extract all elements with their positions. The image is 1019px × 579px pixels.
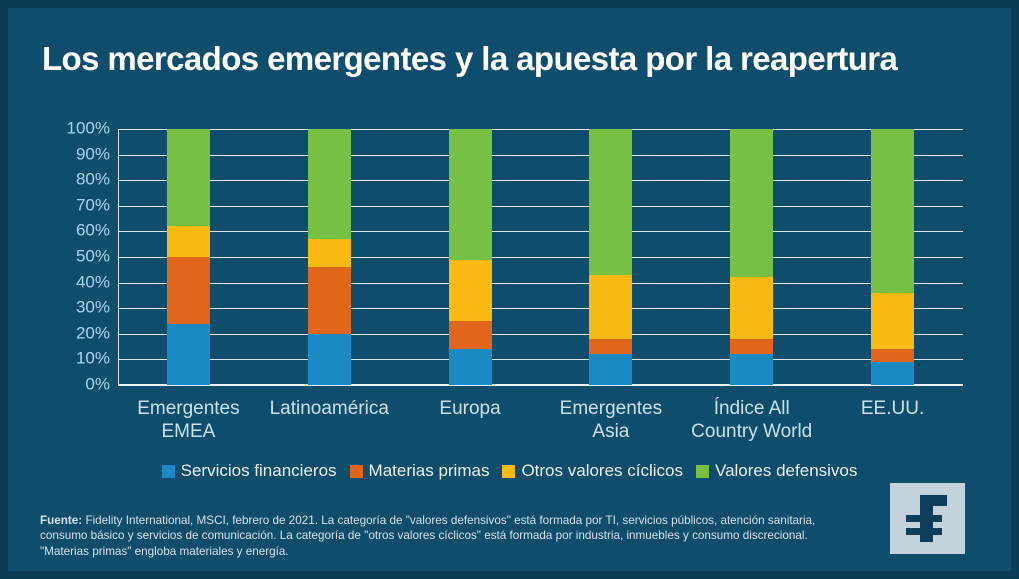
y-axis-tick-label: 10% (75, 348, 110, 368)
stacked-bar (166, 129, 210, 385)
footnote-source-label: Fuente: (40, 513, 83, 527)
stacked-bar (589, 129, 633, 385)
y-axis-tick-label: 50% (75, 246, 110, 266)
page-title: Los mercados emergentes y la apuesta por… (42, 40, 898, 77)
chart-legend: Servicios financieros Materias primas Otro… (0, 461, 1019, 481)
y-axis-tick-label: 90% (75, 144, 110, 164)
legend-label: Servicios financieros (180, 461, 337, 480)
y-axis-tick-label: 40% (75, 272, 110, 292)
y-axis-tick-label: 70% (75, 195, 110, 215)
bar-segment-materias-primas (166, 257, 210, 324)
bar-segment-valores-defensivos (166, 129, 210, 227)
stacked-bar (448, 129, 492, 385)
legend-item-materias-primas: Materias primas (349, 461, 490, 481)
gridline (118, 359, 963, 361)
bar-segment-materias-primas (448, 321, 492, 350)
x-axis-labels: Emergentes EMEA Latinoamérica Europa Emerge… (118, 397, 963, 443)
bar-segment-valores-defensivos (307, 129, 351, 240)
bar-segment-otros-valores-ci-clicos (589, 274, 633, 339)
gridline (118, 129, 963, 130)
bar-segment-valores-defensivos (730, 129, 774, 278)
gridline (118, 282, 963, 284)
x-axis-label: EE.UU. (860, 398, 925, 419)
bar-segment-valores-defensivos (871, 129, 915, 293)
stacked-bar (730, 129, 774, 385)
legend-label: Materias primas (368, 461, 490, 480)
bar-segment-servicios-financieros (589, 354, 633, 385)
legend-item-valores-defensivos: Valores defensivos (696, 461, 857, 481)
gridline (118, 154, 963, 156)
bar-segment-valores-defensivos (448, 129, 492, 260)
bar-segment-otros-valores-ci-clicos (730, 277, 774, 339)
legend-swatch (696, 464, 709, 478)
x-axis-label: Índice All Country World (691, 398, 813, 442)
bar-column-emergentes-asia (540, 129, 681, 385)
bars-row (118, 129, 963, 385)
y-axis-tick-label: 20% (75, 323, 110, 343)
legend-swatch (502, 464, 516, 478)
bar-segment-servicios-financieros (307, 333, 351, 385)
y-axis-tick-label: 0% (85, 374, 110, 394)
bar-segment-otros-valores-ci-clicos (871, 292, 915, 350)
stacked-bar (307, 129, 351, 385)
gridline (118, 308, 963, 310)
y-axis-tick-label: 60% (75, 220, 110, 240)
bar-segment-materias-primas (589, 338, 633, 355)
fidelity-f-icon (906, 495, 947, 542)
plot-area (118, 129, 963, 386)
bar-column-latinoame-rica (259, 129, 400, 385)
legend-item-otros-valores-ci-clicos: Otros valores cíclicos (502, 461, 683, 481)
gridline (118, 333, 963, 335)
stacked-bar (871, 129, 915, 385)
x-axis-label: Emergentes EMEA (137, 398, 240, 442)
legend-swatch (349, 464, 363, 478)
bar-column-emergentes-emea (118, 129, 259, 385)
bar-segment-otros-valores-ci-clicos (307, 239, 351, 268)
bar-segment-materias-primas (871, 349, 915, 362)
x-axis-label: Europa (439, 398, 501, 419)
fidelity-logo (890, 483, 965, 554)
x-axis-label: Emergentes Asia (559, 398, 663, 442)
gridline (118, 180, 963, 182)
gridline (118, 257, 963, 258)
bar-column-ee-uu (822, 129, 963, 385)
gridline (118, 384, 963, 386)
bar-segment-otros-valores-ci-clicos (166, 226, 210, 258)
bar-column-i-ndice-all-country-world (681, 129, 822, 385)
gridline (118, 205, 963, 207)
y-axis-tick-label: 100% (66, 118, 110, 138)
bar-column-europa (400, 129, 541, 385)
legend-label: Otros valores cíclicos (521, 461, 683, 480)
legend-swatch (161, 464, 175, 478)
y-axis-tick-label: 30% (75, 297, 110, 317)
bar-segment-materias-primas (307, 267, 351, 334)
bar-segment-servicios-financieros (730, 354, 774, 385)
gridline (118, 231, 963, 233)
bar-segment-servicios-financieros (448, 349, 492, 385)
bar-segment-valores-defensivos (589, 129, 633, 275)
bar-segment-otros-valores-ci-clicos (448, 259, 492, 322)
y-axis: 100% 90% 80% 70% 60% 50% 40% 30% 20% 10% 0% (28, 119, 110, 394)
y-axis-tick-label: 80% (75, 169, 110, 189)
legend-item-servicios-financieros: Servicios financieros (161, 461, 337, 481)
bar-segment-materias-primas (730, 338, 774, 355)
footnote-text: Fidelity International, MSCI, febrero de… (40, 513, 816, 558)
legend-label: Valores defensivos (715, 461, 858, 480)
bar-segment-servicios-financieros (166, 323, 210, 385)
footnote: Fuente: Fidelity International, MSCI, fe… (40, 513, 855, 560)
x-axis-label: Latinoamérica (269, 398, 389, 419)
bar-segment-servicios-financieros (871, 361, 915, 385)
